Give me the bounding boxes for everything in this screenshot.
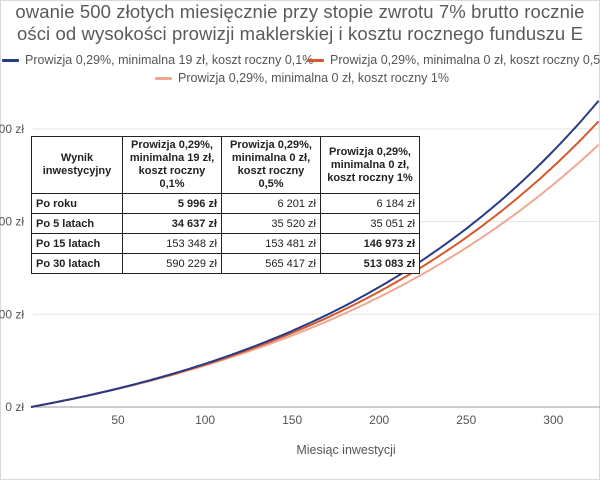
legend-swatch-series-1: [2, 58, 19, 62]
table-row-label: Po roku: [31, 193, 123, 214]
table-cell: 565 417 zł: [221, 253, 321, 274]
table-cell: 35 051 zł: [320, 213, 420, 234]
y-axis-tick-labels: 0 zł 00 zł 00 zł 00 zł: [0, 122, 24, 414]
table-row: Po 15 latach 153 348 zł 153 481 zł 146 9…: [31, 233, 420, 254]
legend-item-series-2: Prowizja 0,29%, minimalna 0 zł, koszt ro…: [307, 51, 600, 69]
table-cell: 153 348 zł: [122, 233, 222, 254]
results-table: Wynik inwestycyjny Prowizja 0,29%, minim…: [31, 136, 420, 274]
table-row-label: Po 15 latach: [31, 233, 123, 254]
x-tick-label: 100: [195, 413, 215, 427]
table-cell: 35 520 zł: [221, 213, 321, 234]
legend-row-1: Prowizja 0,29%, minimalna 19 zł, koszt r…: [0, 51, 600, 69]
legend-item-series-1: Prowizja 0,29%, minimalna 19 zł, koszt r…: [2, 51, 313, 69]
table-row: Po roku 5 996 zł 6 201 zł 6 184 zł: [31, 193, 420, 214]
legend-label-series-3: Prowizja 0,29%, minimalna 0 zł, koszt ro…: [178, 71, 449, 85]
x-tick-label: 150: [282, 413, 302, 427]
table-cell: 153 481 zł: [221, 233, 321, 254]
table-row-label: Po 30 latach: [31, 253, 123, 274]
x-axis-title: Miesiąc inwestycji: [296, 443, 395, 457]
x-tick-label: 300: [543, 413, 563, 427]
table-header-col-1: Prowizja 0,29%, minimalna 19 zł, koszt r…: [122, 136, 222, 194]
legend-swatch-series-2: [307, 58, 324, 62]
table-cell: 5 996 zł: [122, 193, 222, 214]
table-cell: 34 637 zł: [122, 213, 222, 234]
table-row: Po 5 latach 34 637 zł 35 520 zł 35 051 z…: [31, 213, 420, 234]
table-row: Po 30 latach 590 229 zł 565 417 zł 513 0…: [31, 253, 420, 274]
chart-title-line-2: ości od wysokości prowizji maklerskiej i…: [16, 23, 584, 44]
table-corner-header: Wynik inwestycyjny: [31, 136, 123, 194]
table-cell: 513 083 zł: [320, 253, 420, 274]
y-tick-label: 0 zł: [5, 400, 24, 414]
legend-label-series-2: Prowizja 0,29%, minimalna 0 zł, koszt ro…: [330, 53, 600, 67]
table-header-col-2: Prowizja 0,29%, minimalna 0 zł, koszt ro…: [221, 136, 321, 194]
x-axis-tick-labels: 50 100 150 200 250 300: [111, 413, 563, 427]
table-cell: 6 201 zł: [221, 193, 321, 214]
series-lines: [30, 100, 600, 408]
table-header-row: Wynik inwestycyjny Prowizja 0,29%, minim…: [31, 136, 420, 194]
x-tick-label: 50: [111, 413, 125, 427]
y-tick-label: 00 zł: [0, 215, 24, 229]
table-header-col-3: Prowizja 0,29%, minimalna 0 zł, koszt ro…: [320, 136, 420, 194]
table-cell: 6 184 zł: [320, 193, 420, 214]
legend-swatch-series-3: [155, 76, 172, 80]
series-line-1: [30, 100, 600, 408]
y-tick-label: 00 zł: [0, 122, 24, 136]
table-row-label: Po 5 latach: [31, 213, 123, 234]
y-tick-label: 00 zł: [0, 307, 24, 321]
x-tick-label: 200: [369, 413, 389, 427]
x-tick-label: 250: [456, 413, 476, 427]
legend-item-series-3: Prowizja 0,29%, minimalna 0 zł, koszt ro…: [155, 69, 449, 87]
table-cell: 146 973 zł: [320, 233, 420, 254]
chart-title-line-1: owanie 500 złotych miesięcznie przy stop…: [15, 1, 585, 22]
legend-row-2: Prowizja 0,29%, minimalna 0 zł, koszt ro…: [0, 69, 600, 87]
legend-label-series-1: Prowizja 0,29%, minimalna 19 zł, koszt r…: [25, 53, 314, 67]
table-cell: 590 229 zł: [122, 253, 222, 274]
